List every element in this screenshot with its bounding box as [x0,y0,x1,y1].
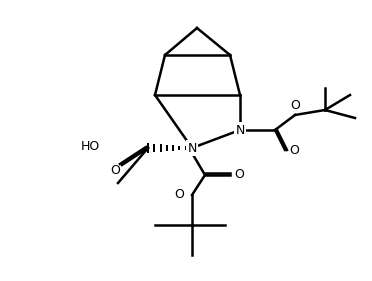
Text: HO: HO [80,140,100,153]
Text: O: O [110,164,120,176]
Text: O: O [289,144,299,157]
Text: N: N [187,142,197,155]
Text: N: N [235,124,245,137]
Text: O: O [234,169,244,182]
Text: O: O [174,189,184,201]
Text: O: O [290,99,300,112]
